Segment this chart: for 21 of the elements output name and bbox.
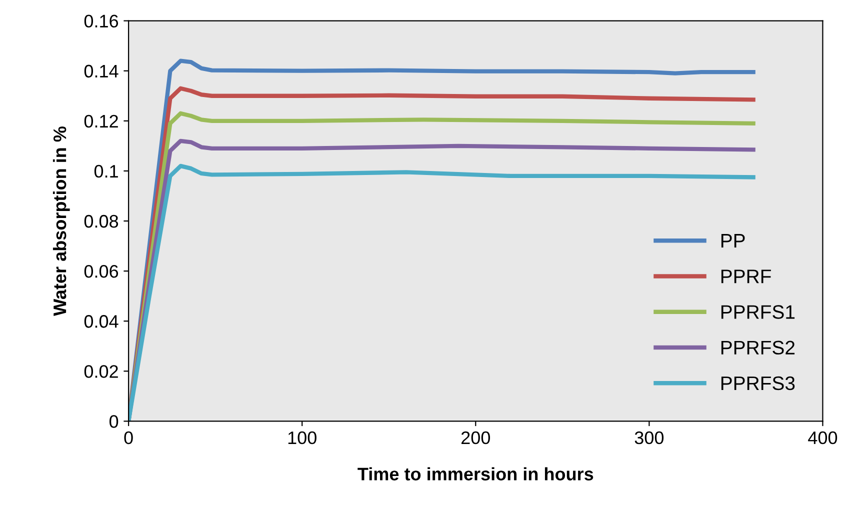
y-tick-label: 0 bbox=[109, 415, 118, 428]
y-tick-label: 0.16 bbox=[84, 14, 118, 28]
legend-label: PPRF bbox=[721, 270, 771, 284]
x-tick-label: 300 bbox=[634, 431, 664, 444]
y-axis-title: Water absorption in % bbox=[52, 126, 70, 316]
legend-label: PP bbox=[721, 234, 745, 248]
y-tick-label: 0.12 bbox=[84, 114, 118, 128]
legend-label: PPRFS1 bbox=[721, 305, 795, 319]
y-tick-label: 0.06 bbox=[84, 264, 118, 278]
y-tick-label: 0.04 bbox=[84, 315, 118, 328]
x-axis-title: Time to immersion in hours bbox=[358, 467, 594, 480]
x-tick-label: 0 bbox=[124, 431, 133, 444]
y-tick-label: 0.08 bbox=[84, 214, 118, 228]
x-tick-label: 400 bbox=[808, 431, 838, 444]
legend-label: PPRFS2 bbox=[721, 340, 795, 355]
legend-label: PPRFS3 bbox=[721, 376, 795, 390]
y-tick-label: 0.1 bbox=[94, 164, 118, 178]
x-tick-label: 200 bbox=[461, 431, 490, 444]
y-tick-label: 0.14 bbox=[84, 64, 118, 78]
y-tick-label: 0.02 bbox=[84, 365, 118, 378]
x-tick-label: 100 bbox=[288, 431, 316, 444]
